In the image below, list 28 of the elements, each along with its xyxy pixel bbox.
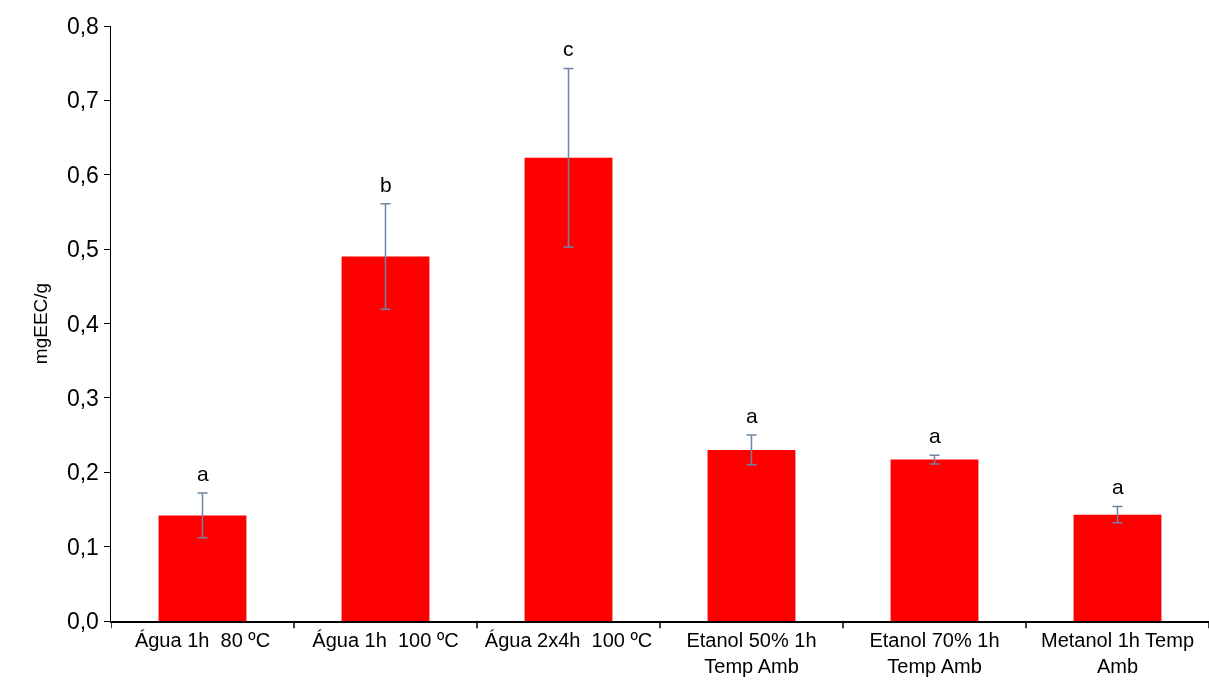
bar xyxy=(341,256,430,621)
y-tick-label: 0,1 xyxy=(66,533,99,560)
y-tick-label: 0,8 xyxy=(66,13,99,40)
x-tick-label: Etanol 70% 1h Temp Amb xyxy=(869,628,1000,677)
bar xyxy=(707,449,796,621)
y-axis-title: mgEEC/g xyxy=(30,282,52,365)
annotation: a xyxy=(746,404,758,427)
annotation: c xyxy=(563,37,574,60)
annotation: b xyxy=(380,173,392,196)
y-tick-label: 0,0 xyxy=(66,608,99,635)
bar xyxy=(890,459,979,621)
y-tick-label: 0,4 xyxy=(66,310,100,337)
bar xyxy=(158,515,247,621)
y-tick-label: 0,6 xyxy=(66,161,99,188)
y-tick-label: 0,7 xyxy=(66,87,99,114)
x-tick-label: Metanol 1h Temp Amb xyxy=(1040,628,1195,677)
y-tick-label: 0,2 xyxy=(66,459,99,486)
bar xyxy=(1073,514,1162,621)
x-tick-label: Água 1h 80 ºC xyxy=(134,628,271,651)
annotation: a xyxy=(1112,475,1124,498)
annotation: a xyxy=(197,462,209,485)
annotation: a xyxy=(929,424,941,447)
x-tick-label: Água 1h 100 ºC xyxy=(312,628,459,651)
y-tick-label: 0,3 xyxy=(66,384,99,411)
x-tick-label: Etanol 50% 1h Temp Amb xyxy=(686,628,817,677)
y-tick-label: 0,5 xyxy=(66,236,99,263)
bar xyxy=(524,157,613,621)
x-tick-label: Água 2x4h 100 ºC xyxy=(484,628,653,651)
